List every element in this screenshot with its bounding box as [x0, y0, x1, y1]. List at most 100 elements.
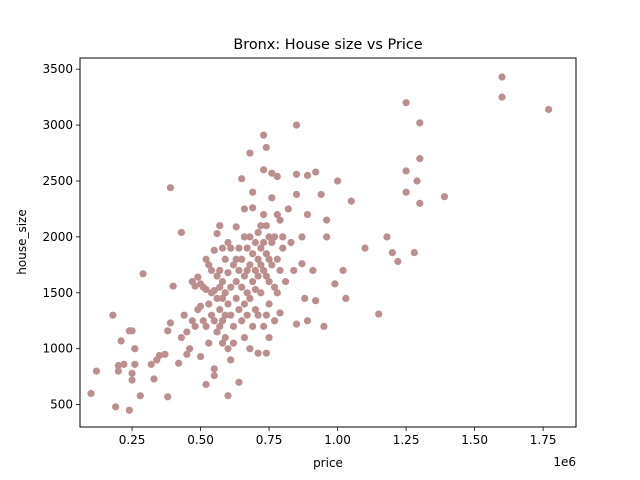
data-point [273, 255, 281, 263]
data-point [183, 350, 191, 358]
data-point [323, 216, 331, 224]
data-point [232, 223, 240, 231]
data-point [207, 266, 216, 275]
x-tick-label: 1.00 [324, 433, 351, 447]
data-point [221, 333, 229, 342]
data-point [240, 272, 249, 280]
data-point [383, 233, 391, 241]
data-point [221, 289, 229, 297]
data-point [177, 333, 185, 342]
data-point [347, 197, 355, 205]
data-point [312, 168, 320, 176]
data-point [210, 286, 218, 295]
x-tick-label: 0.75 [256, 433, 283, 447]
data-point [254, 272, 262, 280]
data-point [262, 272, 270, 280]
data-point [333, 177, 342, 185]
x-axis-label: price [313, 456, 343, 470]
data-point [216, 266, 224, 275]
data-point [112, 403, 120, 411]
y-tick-label: 500 [50, 398, 73, 412]
data-point [260, 210, 268, 219]
data-point [229, 339, 238, 347]
data-point [243, 244, 251, 252]
data-point [216, 322, 224, 330]
data-point [273, 210, 281, 219]
data-point [235, 305, 243, 314]
data-point [265, 333, 273, 342]
data-point [265, 300, 273, 308]
data-point [416, 199, 424, 207]
data-point [232, 255, 240, 263]
data-point [87, 389, 95, 398]
x-tick-label: 1.50 [461, 433, 488, 447]
data-point [498, 93, 506, 101]
data-point [262, 143, 270, 152]
data-point [175, 359, 183, 367]
data-point [440, 193, 449, 201]
data-point [191, 322, 199, 330]
data-point [268, 194, 276, 202]
data-point [240, 205, 249, 213]
data-point [273, 289, 281, 297]
data-point [257, 261, 265, 269]
data-point [331, 280, 339, 288]
data-point [298, 260, 306, 268]
data-point [402, 167, 410, 175]
data-point [227, 311, 235, 319]
y-tick-label: 3500 [42, 62, 73, 76]
data-point [342, 294, 350, 303]
data-point [218, 294, 227, 303]
data-point [339, 266, 347, 275]
data-point [246, 261, 254, 269]
data-point [235, 266, 243, 275]
data-point [221, 311, 229, 319]
data-point [238, 255, 246, 263]
data-point [276, 266, 284, 275]
data-point [254, 349, 262, 357]
data-point [251, 266, 259, 275]
y-axis-label: house_size [15, 209, 29, 274]
data-point [251, 238, 259, 247]
data-point [194, 273, 202, 281]
data-point [268, 169, 276, 177]
data-point [92, 367, 101, 375]
data-point [279, 244, 287, 252]
data-point [243, 289, 251, 297]
data-point [243, 266, 251, 275]
data-point [224, 238, 232, 247]
data-point [246, 294, 254, 303]
data-point [169, 282, 177, 290]
data-point [292, 170, 301, 178]
data-point [196, 302, 205, 310]
data-point [213, 328, 221, 336]
data-point [216, 283, 224, 291]
data-point [202, 322, 210, 330]
data-point [109, 311, 117, 319]
data-point [246, 345, 254, 353]
data-point [251, 285, 259, 294]
data-point [166, 184, 175, 192]
data-point [498, 73, 506, 81]
data-point [205, 339, 213, 347]
data-point [147, 360, 155, 368]
data-point [131, 345, 139, 353]
data-point [218, 317, 227, 325]
data-point [301, 294, 309, 303]
data-point [402, 188, 410, 196]
data-point [213, 229, 221, 238]
data-point [320, 322, 328, 330]
data-point [249, 278, 257, 286]
data-point [413, 177, 421, 185]
data-point [249, 322, 257, 330]
data-point [257, 289, 265, 297]
data-point [227, 283, 235, 291]
data-point [224, 300, 232, 308]
data-point [139, 270, 147, 278]
data-point [279, 233, 287, 241]
y-tick-label: 1000 [42, 342, 73, 356]
data-point [416, 155, 424, 163]
data-point [260, 322, 268, 330]
data-point [224, 269, 232, 277]
